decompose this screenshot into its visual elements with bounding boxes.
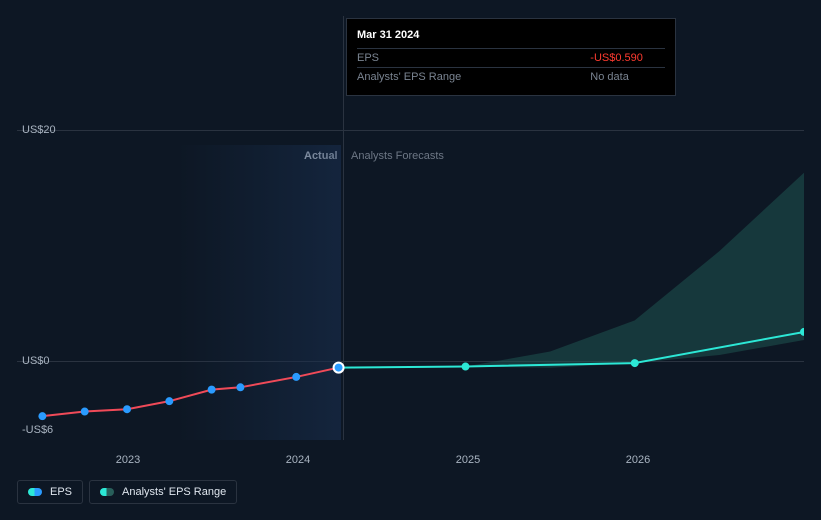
- tooltip-row-label: Analysts' EPS Range: [357, 68, 590, 87]
- legend-item-range[interactable]: Analysts' EPS Range: [89, 480, 237, 504]
- tooltip-row-value: No data: [590, 68, 665, 87]
- legend-swatch-icon: [100, 488, 114, 496]
- legend-label: Analysts' EPS Range: [122, 486, 226, 498]
- legend-swatch-icon: [28, 488, 42, 496]
- hover-tooltip: Mar 31 2024 EPS -US$0.590 Analysts' EPS …: [346, 18, 676, 96]
- tooltip-row-label: EPS: [357, 48, 590, 68]
- tooltip-row-value: -US$0.590: [590, 48, 665, 68]
- legend-item-eps[interactable]: EPS: [17, 480, 83, 504]
- chart-legend: EPS Analysts' EPS Range: [17, 480, 237, 504]
- tooltip-date: Mar 31 2024: [357, 27, 665, 44]
- legend-label: EPS: [50, 486, 72, 498]
- eps-forecast-chart[interactable]: US$20 US$0 -US$6 Actual Analysts Forecas…: [0, 0, 821, 520]
